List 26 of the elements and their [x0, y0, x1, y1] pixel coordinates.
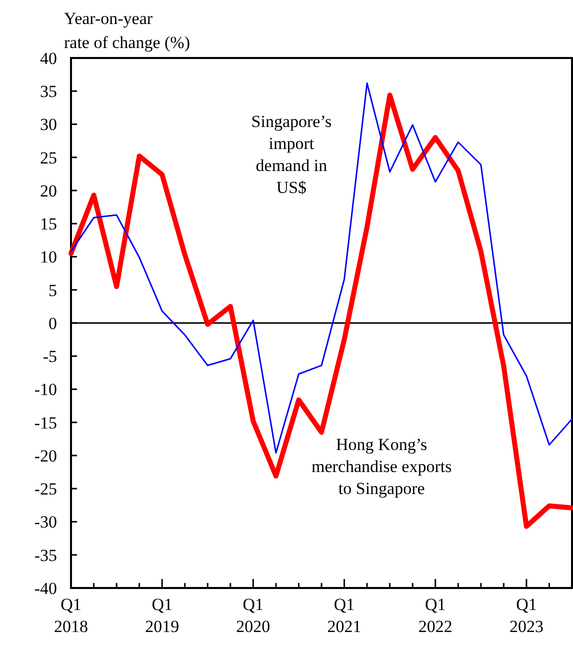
x-tick-label: Q1 2019	[145, 595, 180, 636]
y-tick-label: 15	[40, 214, 57, 234]
y-tick-label: 30	[40, 115, 57, 134]
y-tick-label: 5	[48, 280, 57, 300]
series-label: Singapore’s import demand in US$	[251, 112, 332, 197]
y-tick-label: -25	[34, 480, 57, 499]
y-tick-label: -20	[34, 446, 57, 466]
y-tick-label: 35	[40, 82, 57, 102]
y-tick-label: 10	[40, 248, 57, 267]
x-tick-label: Q1 2020	[236, 595, 270, 636]
y-tick-label: -35	[34, 546, 57, 565]
x-tick-label: Q1 2023	[509, 595, 544, 636]
y-tick-label: -15	[34, 413, 57, 432]
y-tick-label: -30	[34, 512, 57, 532]
y-tick-label: 20	[40, 181, 57, 200]
y-tick-label: -40	[34, 578, 57, 598]
x-tick-label: Q1 2022	[418, 595, 452, 636]
y-tick-label: 25	[40, 148, 57, 168]
y-tick-label: -5	[42, 347, 57, 366]
x-tick-label: Q1 2018	[54, 595, 88, 636]
y-axis-title: Year-on-year rate of change (%)	[64, 9, 190, 52]
series-label: Hong Kong’s merchandise exports to Singapore	[312, 435, 452, 498]
y-tick-label: 40	[40, 48, 57, 68]
y-tick-label: 0	[48, 314, 57, 333]
x-tick-label: Q1 2021	[327, 595, 362, 636]
y-tick-label: -10	[34, 380, 57, 400]
